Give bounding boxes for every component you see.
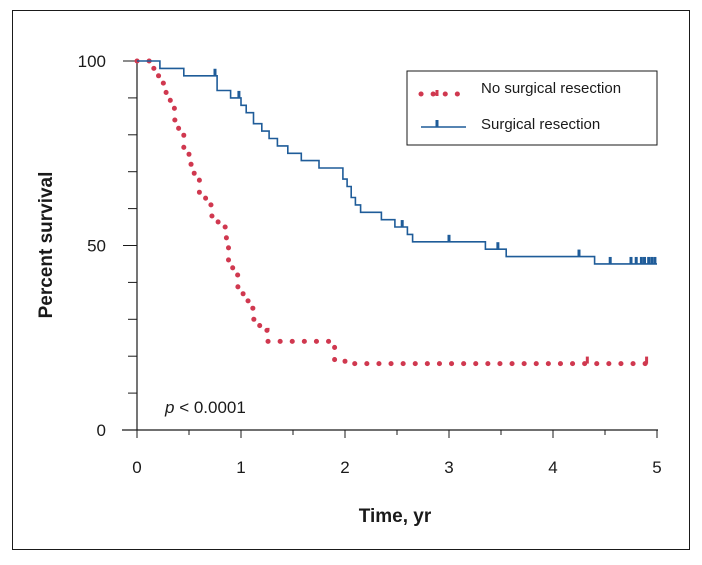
y-tick-label: 100: [78, 52, 106, 71]
series-line-1: [137, 60, 657, 265]
x-tick-label: 4: [548, 458, 557, 477]
legend-box: [406, 70, 658, 146]
p-symbol: p: [164, 398, 174, 417]
legend: No surgical resection Surgical resection: [406, 70, 658, 146]
legend-label-no-surgery: No surgical resection: [481, 80, 621, 97]
chart-frame: [12, 10, 690, 550]
x-tick-label: 5: [652, 458, 661, 477]
p-value-annotation: p < 0.0001: [164, 398, 246, 417]
x-tick-label: 2: [340, 458, 349, 477]
x-tick-label: 1: [236, 458, 245, 477]
x-tick-label: 0: [132, 458, 141, 477]
y-tick-label: 0: [97, 421, 106, 440]
x-tick-label: 3: [444, 458, 453, 477]
plot-area: [134, 58, 660, 367]
legend-symbol-no-surgery: [418, 90, 469, 97]
y-tick-label: 50: [87, 237, 106, 256]
y-axis-title: Percent survival: [36, 172, 57, 319]
x-axis-title: Time, yr: [359, 506, 432, 527]
legend-label-surgery: Surgical resection: [481, 116, 600, 133]
chart-texts: Time, yr Percent survival p < 0.0001: [36, 172, 432, 527]
p-value-text: < 0.0001: [174, 398, 245, 417]
axes: 0 50 100 0 1 2 3 4 5: [78, 52, 662, 477]
legend-symbol-surgery: [421, 120, 466, 128]
